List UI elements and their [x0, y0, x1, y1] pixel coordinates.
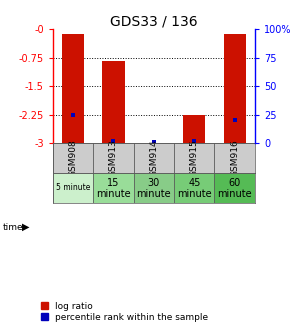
Text: GSM908: GSM908: [69, 139, 77, 177]
Text: minute: minute: [96, 189, 131, 199]
Bar: [102, 60, 125, 143]
Text: GSM916: GSM916: [230, 139, 239, 177]
Bar: [224, 34, 246, 143]
Bar: [93, 143, 134, 173]
Text: GSM915: GSM915: [190, 139, 199, 177]
Text: time: time: [3, 223, 23, 232]
Bar: [62, 34, 84, 143]
Bar: [134, 143, 174, 173]
Bar: [174, 173, 214, 203]
Text: minute: minute: [137, 189, 171, 199]
Text: 45: 45: [188, 178, 200, 188]
Bar: [53, 143, 93, 173]
Text: GSM914: GSM914: [149, 139, 158, 177]
Bar: [93, 173, 134, 203]
Text: 5 minute: 5 minute: [56, 183, 90, 192]
Bar: [214, 173, 255, 203]
Bar: [183, 115, 205, 143]
Text: minute: minute: [217, 189, 252, 199]
Text: ▶: ▶: [22, 222, 30, 232]
Text: 60: 60: [229, 178, 241, 188]
Legend: log ratio, percentile rank within the sample: log ratio, percentile rank within the sa…: [40, 301, 209, 322]
Text: minute: minute: [177, 189, 212, 199]
Title: GDS33 / 136: GDS33 / 136: [110, 14, 198, 28]
Text: 15: 15: [107, 178, 120, 188]
Text: GSM913: GSM913: [109, 139, 118, 177]
Text: 30: 30: [148, 178, 160, 188]
Bar: [214, 143, 255, 173]
Bar: [134, 173, 174, 203]
Bar: [174, 143, 214, 173]
Bar: [53, 173, 93, 203]
